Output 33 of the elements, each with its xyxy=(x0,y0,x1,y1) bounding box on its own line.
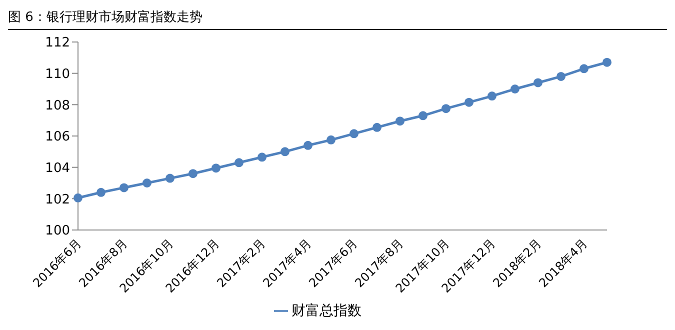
point xyxy=(142,178,152,188)
y-tick-label: 112 xyxy=(45,36,70,51)
point xyxy=(372,122,382,132)
point xyxy=(556,72,566,81)
point xyxy=(120,183,128,192)
y-tick-label: 106 xyxy=(45,130,70,145)
point xyxy=(96,188,106,197)
point xyxy=(396,116,404,126)
point xyxy=(166,174,174,183)
point xyxy=(602,58,612,67)
y-tick-label: 108 xyxy=(45,98,70,114)
point xyxy=(304,140,312,150)
point xyxy=(258,152,266,162)
point xyxy=(442,104,450,114)
legend-label: 财富总指数 xyxy=(292,303,362,319)
y-tick-label: 102 xyxy=(45,192,70,208)
point xyxy=(212,164,220,173)
point xyxy=(580,64,588,74)
point xyxy=(326,135,336,144)
point xyxy=(188,169,198,178)
point xyxy=(234,158,244,168)
y-tick-label: 100 xyxy=(45,224,70,239)
point xyxy=(350,129,358,138)
chart-title: 图 6：银行理财市场财富指数走势 xyxy=(8,8,667,30)
y-tick-label: 104 xyxy=(45,160,70,176)
point xyxy=(464,98,474,107)
y-tick-label: 110 xyxy=(45,66,70,82)
point xyxy=(488,92,496,101)
point xyxy=(534,78,542,88)
point xyxy=(74,193,82,202)
point xyxy=(418,111,428,120)
point xyxy=(510,84,520,94)
point xyxy=(280,147,290,156)
